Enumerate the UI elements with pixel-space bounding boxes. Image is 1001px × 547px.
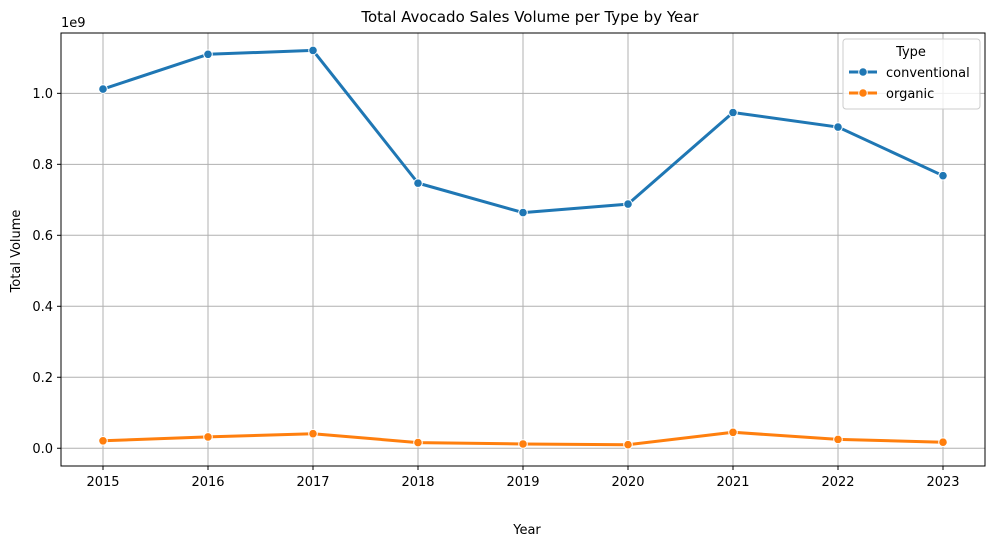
x-tick-label: 2022 xyxy=(821,475,854,490)
data-point xyxy=(308,428,318,439)
x-tick-label: 2016 xyxy=(191,475,224,490)
legend-entries: conventional organic xyxy=(849,66,970,102)
legend-label: conventional xyxy=(886,66,970,81)
x-tick-label: 2021 xyxy=(716,475,749,490)
x-tick-label: 2023 xyxy=(926,475,959,490)
x-tick-label: 2015 xyxy=(86,475,119,490)
y-offset-label: 1e9 xyxy=(61,16,86,31)
data-point xyxy=(833,434,843,445)
y-tick-label: 0.8 xyxy=(32,158,53,173)
data-point xyxy=(413,437,423,448)
data-point xyxy=(728,107,738,118)
legend: Type conventional organic xyxy=(842,38,981,110)
y-tick-label: 1.0 xyxy=(32,87,53,102)
data-point xyxy=(518,439,528,449)
x-tick-label: 2017 xyxy=(296,475,329,490)
data-point xyxy=(728,427,738,438)
y-tick-label: 0.2 xyxy=(32,371,53,386)
data-point xyxy=(623,199,633,209)
data-point xyxy=(938,170,948,181)
legend-swatch-marker xyxy=(858,88,868,98)
data-point xyxy=(938,437,948,448)
x-axis-label: Year xyxy=(512,523,541,538)
legend-label: organic xyxy=(886,87,934,102)
y-tick-label: 0.6 xyxy=(32,229,53,244)
x-tick-label: 2020 xyxy=(611,475,644,490)
data-point xyxy=(413,178,423,188)
x-tick-label: 2019 xyxy=(506,475,539,490)
series-organic xyxy=(98,427,948,450)
x-tick-label: 2018 xyxy=(401,475,434,490)
data-point xyxy=(98,84,108,94)
data-point xyxy=(203,432,213,442)
legend-swatch-marker xyxy=(858,67,868,77)
data-point xyxy=(98,436,108,446)
series-conventional xyxy=(98,45,948,218)
series-layer xyxy=(98,45,948,450)
y-tick-label: 0.0 xyxy=(32,442,53,457)
data-point xyxy=(833,122,843,132)
x-axis-ticks: 2015 2016 2017 2018 2019 2020 2021 2022 2023 xyxy=(86,466,960,490)
data-point xyxy=(623,439,633,450)
data-point xyxy=(203,49,213,60)
y-tick-label: 0.4 xyxy=(32,300,53,315)
data-point xyxy=(308,45,318,56)
chart-title: Total Avocado Sales Volume per Type by Y… xyxy=(360,8,699,26)
legend-title: Type xyxy=(895,45,926,60)
legend-box xyxy=(842,38,981,110)
y-axis-label: Total Volume xyxy=(9,210,24,294)
data-point xyxy=(518,207,528,218)
y-axis-ticks: 0.0 0.2 0.4 0.6 0.8 1.0 xyxy=(32,87,61,457)
